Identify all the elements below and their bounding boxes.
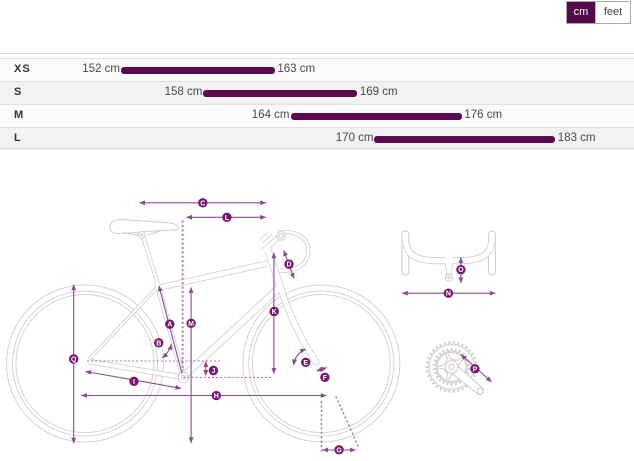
svg-text:G: G [336,447,342,454]
svg-text:Q: Q [71,357,77,364]
svg-text:L: L [225,215,230,222]
svg-text:D: D [286,262,291,269]
svg-text:J: J [211,368,215,375]
svg-text:K: K [272,309,277,316]
svg-text:N: N [446,291,451,298]
svg-text:A: A [167,322,172,329]
svg-text:P: P [473,366,478,373]
svg-text:I: I [133,379,135,386]
svg-text:M: M [188,321,194,328]
svg-text:O: O [458,267,464,274]
svg-text:H: H [214,393,219,400]
svg-text:C: C [200,200,205,207]
svg-text:B: B [156,340,161,347]
svg-text:F: F [323,375,328,382]
svg-text:E: E [303,360,308,367]
